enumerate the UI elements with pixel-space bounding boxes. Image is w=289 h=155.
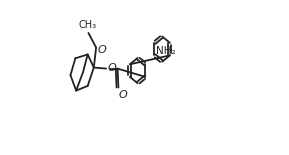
Text: O: O <box>97 45 106 55</box>
Text: O: O <box>107 63 116 73</box>
Text: O: O <box>119 90 128 100</box>
Text: CH₃: CH₃ <box>79 20 97 30</box>
Text: NH₂: NH₂ <box>156 46 176 55</box>
